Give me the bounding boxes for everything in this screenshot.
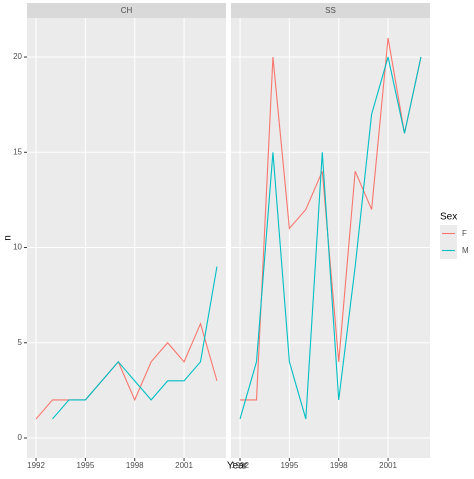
x-tick-label: 2001	[175, 461, 193, 470]
x-tick-label: 1998	[126, 461, 144, 470]
panel-background	[27, 18, 226, 458]
facet-strip	[231, 3, 430, 18]
series-line	[240, 37, 422, 401]
y-tick-label: 5	[18, 338, 23, 347]
legend-label: M	[462, 246, 469, 255]
series-line	[35, 322, 218, 420]
x-tick-label: 1992	[231, 461, 249, 470]
facet-label: SS	[325, 6, 336, 15]
x-tick-label: 1992	[27, 461, 45, 470]
series-line	[52, 266, 218, 420]
facet-label: CH	[121, 6, 133, 15]
y-axis-label: n	[3, 235, 14, 241]
panel-background	[231, 18, 430, 458]
x-tick-label: 2001	[379, 461, 397, 470]
y-tick-label: 0	[18, 433, 23, 442]
x-tick-label: 1995	[76, 461, 94, 470]
series-line	[239, 56, 422, 420]
y-tick-label: 20	[13, 52, 22, 61]
legend-label: F	[462, 229, 467, 238]
legend-title: Sex	[440, 212, 457, 223]
facet-strip	[27, 3, 226, 18]
x-tick-label: 1995	[280, 461, 298, 470]
y-tick-label: 10	[13, 243, 22, 252]
y-tick-label: 15	[13, 147, 22, 156]
x-axis-label: Year	[227, 461, 248, 472]
x-tick-label: 1998	[330, 461, 348, 470]
